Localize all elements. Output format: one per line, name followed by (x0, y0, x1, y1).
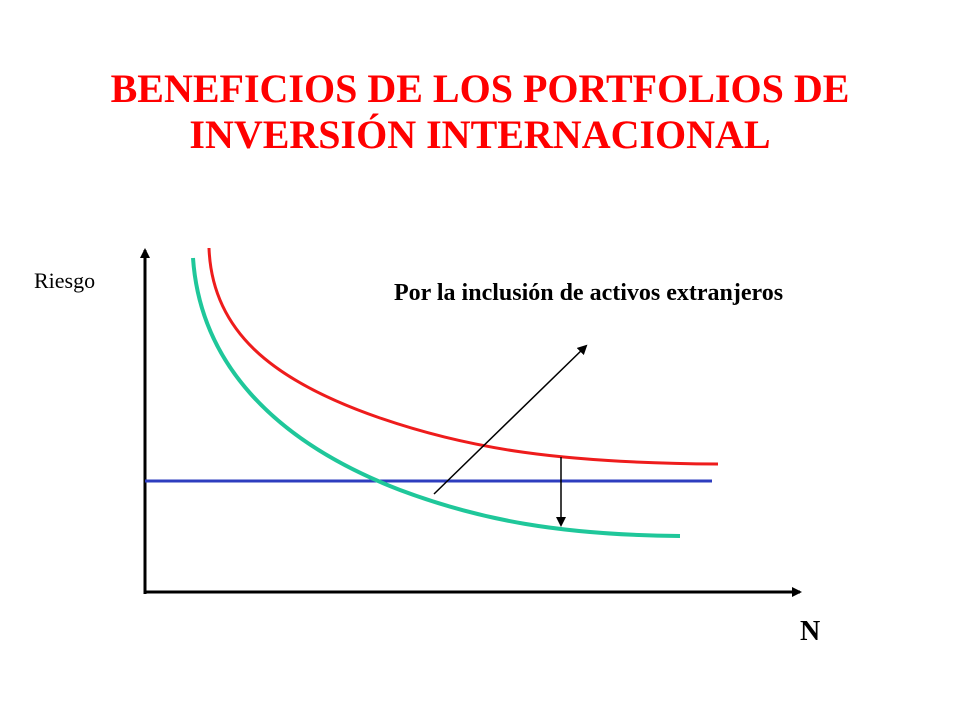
international-risk-curve (191, 257, 681, 538)
y-axis-label: Riesgo (34, 268, 96, 293)
title-line-2: INVERSIÓN INTERNACIONAL (189, 112, 771, 157)
x-axis-label: N (800, 616, 821, 647)
annotation-label: Por la inclusión de activos extranjeros (394, 280, 784, 306)
slide-title: BENEFICIOS DE LOS PORTFOLIOS DE INVERSIÓ… (0, 66, 960, 158)
domestic-risk-curve (207, 247, 719, 466)
title-line-1: BENEFICIOS DE LOS PORTFOLIOS DE (110, 66, 850, 111)
annotation-arrow (433, 344, 588, 495)
